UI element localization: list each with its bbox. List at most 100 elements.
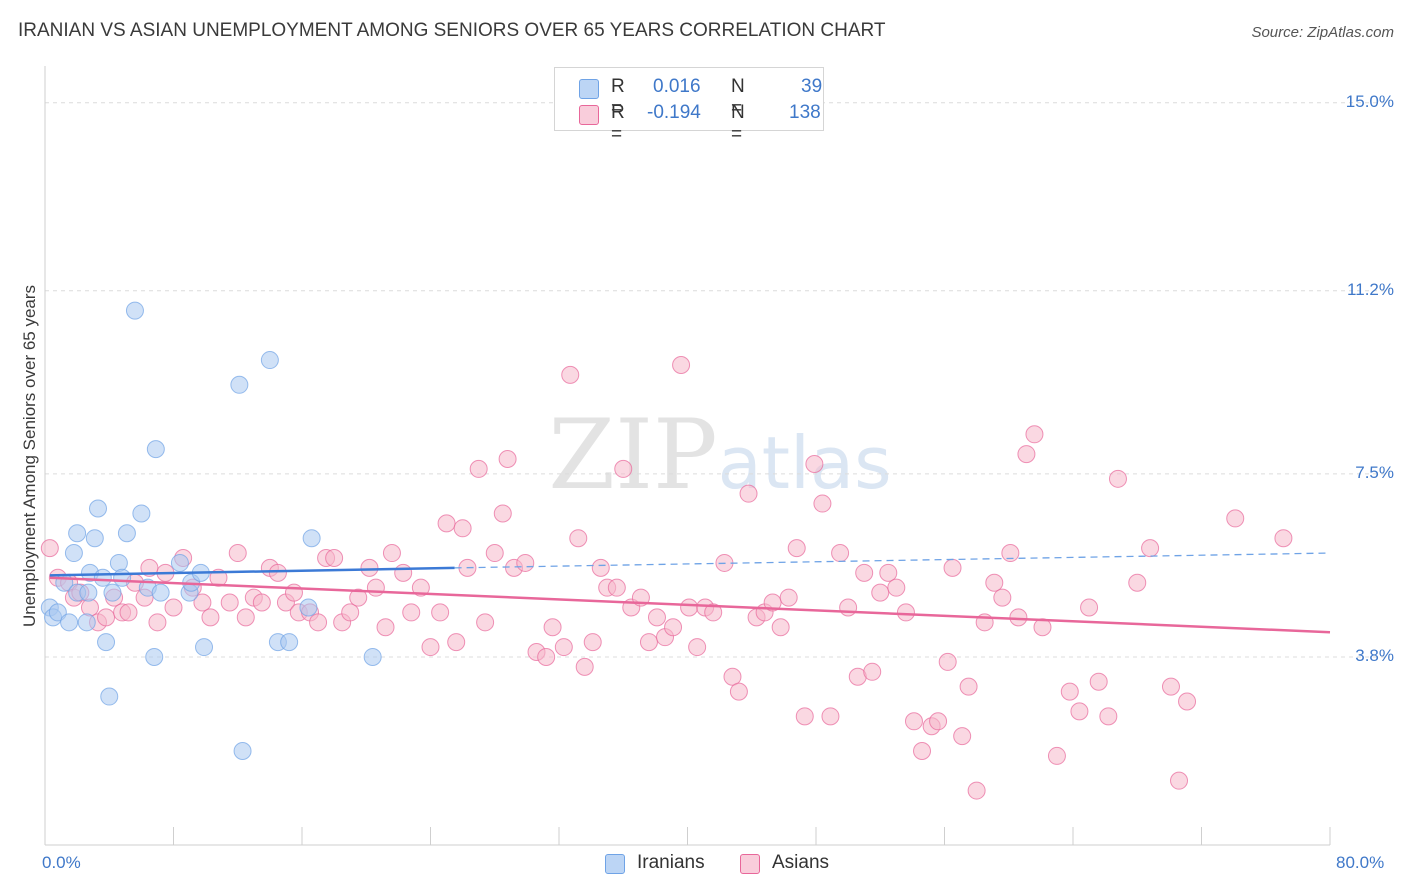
legend-swatch-iranians bbox=[579, 79, 599, 99]
bottom-legend-swatch-iranians bbox=[605, 854, 625, 874]
asians-point bbox=[863, 662, 882, 681]
y-tick-label: 11.2% bbox=[1347, 279, 1394, 299]
asians-point bbox=[193, 593, 212, 612]
asians-point bbox=[382, 544, 401, 563]
asians-point bbox=[879, 563, 898, 582]
asians-point bbox=[349, 588, 368, 607]
asians-point bbox=[469, 459, 488, 478]
asians-point bbox=[723, 667, 742, 686]
bottom-legend-label-iranians: Iranians bbox=[637, 852, 705, 873]
source-label: Source: ZipAtlas.com bbox=[1251, 24, 1394, 41]
asians-point bbox=[771, 618, 790, 637]
y-tick-label: 15.0% bbox=[1345, 91, 1394, 111]
asians-point bbox=[672, 356, 691, 375]
asians-point bbox=[201, 608, 220, 627]
asians-point bbox=[1047, 746, 1066, 765]
iranians-point bbox=[113, 568, 132, 587]
watermark: ZIPatlas bbox=[548, 399, 891, 511]
legend-r-label: R = bbox=[611, 102, 625, 145]
asians-point bbox=[1274, 529, 1293, 548]
asians-point bbox=[680, 598, 699, 617]
y-tick-label: 3.8% bbox=[1355, 645, 1394, 665]
asians-point bbox=[376, 618, 395, 637]
asians-point bbox=[40, 539, 59, 558]
asians-point bbox=[1017, 445, 1036, 464]
watermark-zip: ZIP bbox=[548, 399, 717, 511]
asians-point bbox=[1161, 677, 1180, 696]
asians-point bbox=[148, 613, 167, 632]
asians-point bbox=[554, 638, 573, 657]
asians-point bbox=[607, 578, 626, 597]
iranians-point bbox=[109, 553, 128, 572]
legend-r-value: 0.016 bbox=[653, 76, 701, 97]
iranians-point bbox=[77, 613, 96, 632]
asians-point bbox=[855, 563, 874, 582]
asians-point bbox=[228, 544, 247, 563]
asians-point bbox=[779, 588, 798, 607]
iranians-point bbox=[103, 583, 122, 602]
asians-point bbox=[498, 450, 517, 469]
iranians-point bbox=[233, 741, 252, 760]
iranians-point bbox=[195, 638, 214, 657]
iranians-point bbox=[117, 524, 136, 543]
asians-point bbox=[1025, 425, 1044, 444]
asians-point bbox=[938, 652, 957, 671]
asians-point bbox=[561, 365, 580, 384]
asians-point bbox=[787, 539, 806, 558]
legend-n-value: 138 bbox=[789, 102, 821, 123]
asians-point bbox=[647, 608, 666, 627]
asians-point bbox=[1099, 707, 1118, 726]
asians-point bbox=[80, 598, 99, 617]
asians-point bbox=[325, 548, 344, 567]
asians-point bbox=[1226, 509, 1245, 528]
asians-point bbox=[268, 563, 287, 582]
asians-point bbox=[437, 514, 456, 533]
asians-point bbox=[1089, 672, 1108, 691]
iranians-point bbox=[146, 440, 165, 459]
iranians-points bbox=[40, 301, 382, 760]
asians-point bbox=[929, 712, 948, 731]
iranians-point bbox=[230, 375, 249, 394]
asians-point bbox=[575, 657, 594, 676]
asians-point bbox=[402, 603, 421, 622]
axes bbox=[44, 66, 1331, 846]
asians-point bbox=[831, 544, 850, 563]
asians-point bbox=[485, 544, 504, 563]
asians-point bbox=[583, 633, 602, 652]
iranians-point bbox=[97, 633, 116, 652]
asians-point bbox=[421, 638, 440, 657]
asians-point bbox=[688, 638, 707, 657]
iranians-point bbox=[60, 613, 79, 632]
trend-lines bbox=[49, 552, 1331, 634]
chart-title: IRANIAN VS ASIAN UNEMPLOYMENT AMONG SENI… bbox=[18, 20, 886, 41]
asians-point bbox=[1080, 598, 1099, 617]
asians-point bbox=[813, 494, 832, 513]
iranians-point bbox=[64, 544, 83, 563]
asians-point bbox=[1060, 682, 1079, 701]
asians-point bbox=[1001, 544, 1020, 563]
asians-point bbox=[543, 618, 562, 637]
iranians-point bbox=[170, 553, 189, 572]
asians-point bbox=[614, 459, 633, 478]
asians-point bbox=[537, 647, 556, 666]
asians-point bbox=[493, 504, 512, 523]
asians-point bbox=[431, 603, 450, 622]
iranians-point bbox=[280, 633, 299, 652]
iranians-point bbox=[363, 647, 382, 666]
asians-point bbox=[913, 741, 932, 760]
legend-swatch-asians bbox=[579, 105, 599, 125]
iranians-point bbox=[93, 568, 112, 587]
legend-n-label: N = bbox=[731, 102, 745, 145]
asians-point bbox=[140, 558, 159, 577]
iranians-trend-line bbox=[49, 566, 455, 577]
iranians-point bbox=[299, 598, 318, 617]
iranians-trend-extension bbox=[454, 552, 1331, 569]
asians-point bbox=[1009, 608, 1028, 627]
asians-point bbox=[476, 613, 495, 632]
y-tick-label: 7.5% bbox=[1355, 462, 1394, 482]
asians-point bbox=[447, 633, 466, 652]
asians-point bbox=[763, 593, 782, 612]
legend-r-label: R = bbox=[611, 76, 625, 119]
x-tick-label-min: 0.0% bbox=[42, 853, 81, 872]
